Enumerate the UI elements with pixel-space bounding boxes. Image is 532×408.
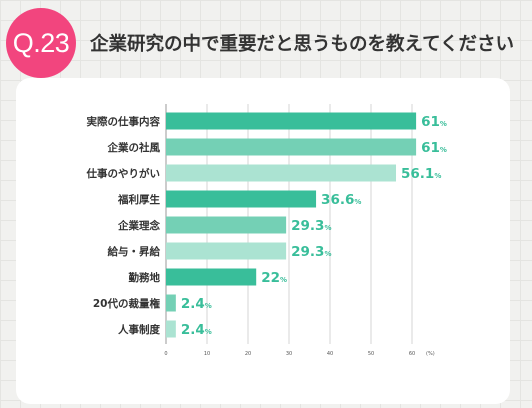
bar bbox=[166, 190, 317, 208]
value-label: 61% bbox=[421, 140, 447, 156]
x-tick-label: 60 bbox=[409, 351, 415, 357]
question-number: Q.23 bbox=[12, 27, 70, 58]
category-label: 給与・昇給 bbox=[108, 245, 161, 258]
bar bbox=[166, 216, 287, 234]
bar bbox=[166, 268, 257, 286]
bar bbox=[166, 294, 176, 312]
page-title: 企業研究の中で重要だと思うものを教えてください bbox=[90, 34, 515, 55]
value-label: 36.6% bbox=[321, 192, 361, 208]
x-tick-label: 20 bbox=[245, 351, 251, 357]
percent-unit: % bbox=[324, 224, 331, 232]
bar bbox=[166, 138, 417, 156]
category-label: 実際の仕事内容 bbox=[87, 115, 161, 128]
value-label: 29.3% bbox=[291, 244, 331, 260]
category-label: 20代の裁量権 bbox=[93, 297, 161, 310]
x-tick-label: 50 bbox=[368, 351, 374, 357]
value-label: 22% bbox=[261, 270, 287, 286]
category-label: 企業理念 bbox=[117, 219, 160, 232]
question-number-badge: Q.23 bbox=[6, 8, 76, 78]
category-label: 勤務地 bbox=[129, 271, 161, 284]
x-tick-label: 30 bbox=[286, 351, 292, 357]
x-tick-label: 40 bbox=[327, 351, 333, 357]
percent-unit: % bbox=[205, 302, 212, 310]
percent-unit: % bbox=[440, 120, 447, 128]
x-axis-unit: (%) bbox=[426, 351, 435, 357]
x-tick-label: 0 bbox=[164, 351, 167, 357]
percent-unit: % bbox=[440, 146, 447, 154]
value-label: 29.3% bbox=[291, 218, 331, 234]
value-label: 2.4% bbox=[181, 322, 212, 338]
percent-unit: % bbox=[324, 250, 331, 258]
bar bbox=[166, 242, 287, 260]
bar bbox=[166, 112, 417, 130]
percent-unit: % bbox=[354, 198, 361, 206]
category-label: 人事制度 bbox=[118, 323, 160, 336]
category-label: 仕事のやりがい bbox=[86, 167, 161, 180]
value-label: 2.4% bbox=[181, 296, 212, 312]
percent-unit: % bbox=[205, 328, 212, 336]
percent-unit: % bbox=[434, 172, 441, 180]
percent-unit: % bbox=[280, 276, 287, 284]
bar-chart: 実際の仕事内容 61% 企業の社風 61% 仕事のやりがい 56.1% 福利厚生 36.6% 企… bbox=[86, 104, 447, 357]
value-label: 61% bbox=[421, 114, 447, 130]
x-tick-label: 10 bbox=[204, 351, 210, 357]
chart-card: 実際の仕事内容 61% 企業の社風 61% 仕事のやりがい 56.1% 福利厚生 36.6% 企… bbox=[16, 78, 510, 404]
category-label: 福利厚生 bbox=[117, 193, 160, 206]
value-label: 56.1% bbox=[401, 166, 441, 182]
bar bbox=[166, 164, 397, 182]
bar bbox=[166, 320, 176, 338]
category-label: 企業の社風 bbox=[107, 141, 161, 154]
